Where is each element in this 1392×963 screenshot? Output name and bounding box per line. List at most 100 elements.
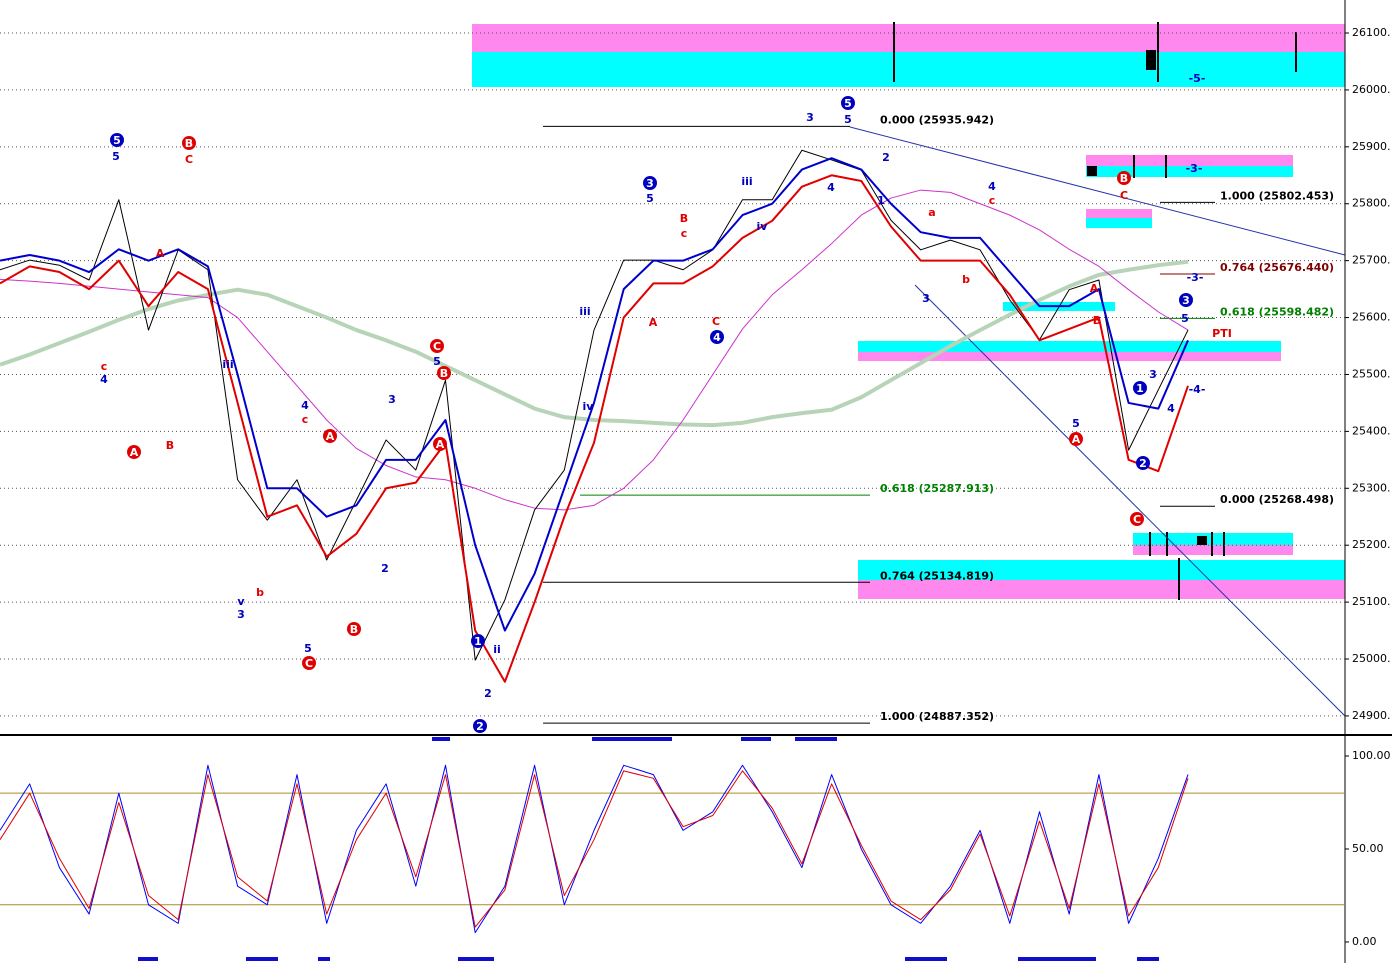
marker-bar [138,957,158,961]
wave-label: 2 [1139,457,1147,470]
wave-label: c [101,360,108,373]
wave-label: 3 [646,177,654,190]
marker-bar [592,737,672,741]
zone [472,24,1345,52]
y-tick-label: 50.00 [1352,842,1384,855]
wave-label: -4- [1189,383,1206,396]
wave-circle [1133,381,1147,395]
wave-circle [471,634,485,648]
wave-label: 1 [877,194,885,207]
wave-label: iv [757,220,769,233]
wave-circle [710,330,724,344]
series-line [0,149,1189,661]
fib-label: 0.618 (25598.482) [1220,305,1334,318]
wave-label: A [326,430,335,443]
y-tick-label: 25300. [1352,481,1391,494]
wave-label: B [440,367,448,380]
wave-label: B [1120,172,1128,185]
fib-label: 1.000 (24887.352) [880,710,994,723]
wave-label: 5 [433,355,441,368]
zone-marker [1197,536,1207,545]
wave-label: C [433,340,441,353]
wave-circle [1130,512,1144,526]
wave-label: iii [222,358,233,371]
marker-bar [318,957,330,961]
wave-circle [433,437,447,451]
wave-circle [1069,432,1083,446]
wave-label: 2 [484,687,492,700]
wave-label: B [185,137,193,150]
zone [858,341,1281,352]
wave-label: 4 [713,331,721,344]
wave-label: 4 [100,373,108,386]
wave-label: 5 [1181,312,1189,325]
wave-label: C [185,153,193,166]
wave-label: 4 [1167,402,1175,415]
series-line [0,770,1189,928]
wave-label: iii [741,175,752,188]
wave-circle [347,622,361,636]
wave-label: 3 [806,111,814,124]
y-tick-label: 25600. [1352,311,1391,324]
marker-bars [138,737,1159,961]
zone-marker [1146,50,1156,70]
wave-circle [437,366,451,380]
trend-line [849,126,1346,256]
trend-lines [849,126,1346,717]
wave-label: ii [493,643,501,656]
wave-circle [127,445,141,459]
y-tick-label: 100.00 [1352,749,1391,762]
wave-label: 3 [922,292,930,305]
wave-circle [1136,456,1150,470]
y-tick-label: 25100. [1352,595,1391,608]
wave-circle [110,133,124,147]
wave-label: b [962,273,970,286]
y-tick-label: 0.00 [1352,935,1377,948]
wave-circle [473,719,487,733]
wave-label: A [156,247,165,260]
wave-label: 4 [988,180,996,193]
wave-label: c [302,413,309,426]
wave-label: 5 [112,150,120,163]
wave-label: 2 [381,562,389,575]
wave-label: A [1090,282,1099,295]
marker-bar [246,957,278,961]
zone [1086,218,1152,228]
fib-label: 0.764 (25676.440) [1220,261,1334,274]
y-tick-label: 24900. [1352,709,1391,722]
fib-label: 1.000 (25802.453) [1220,189,1334,202]
wave-circle [430,339,444,353]
wave-label: 5 [1072,417,1080,430]
marker-bar [1018,957,1096,961]
wave-label: 3 [237,608,245,621]
wave-label: C [1133,513,1141,526]
wave-label: B [166,439,174,452]
zones [472,22,1345,600]
wave-label: 5 [113,134,121,147]
wave-circle [1179,293,1193,307]
wave-label: 2 [476,720,484,733]
wave-label: 5 [304,642,312,655]
fib-label: 0.764 (25134.819) [880,569,994,582]
wave-label: -3- [1187,271,1204,284]
wave-label: C [305,657,313,670]
y-tick-label: 26000. [1352,83,1391,96]
wave-label: C [712,315,720,328]
wave-label: A [649,316,658,329]
wave-label: 5 [844,113,852,126]
wave-label: 1 [1136,382,1144,395]
y-tick-label: 26100. [1352,26,1391,39]
wave-label: c [989,194,996,207]
zone-marker [1087,166,1097,176]
zone [1086,166,1293,177]
wave-label: 4 [301,399,309,412]
wave-label: 3 [1149,368,1157,381]
zone [858,580,1345,599]
y-tick-label: 25400. [1352,424,1391,437]
y-tick-label: 25700. [1352,254,1391,267]
wave-circle [302,656,316,670]
series-line [0,174,1189,683]
